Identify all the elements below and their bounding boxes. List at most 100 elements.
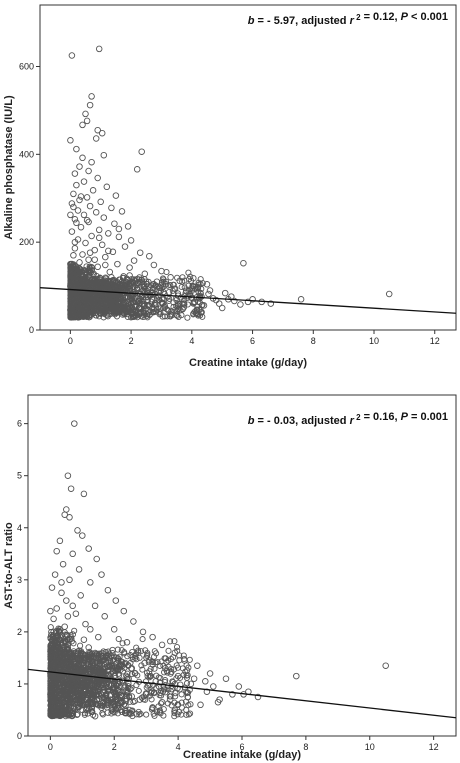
data-point — [135, 304, 142, 312]
data-point — [109, 646, 116, 654]
data-point — [199, 280, 206, 287]
data-point — [113, 654, 120, 661]
x-tick-label: 12 — [429, 742, 439, 752]
data-point — [235, 683, 243, 690]
data-point — [69, 550, 76, 558]
data-point — [103, 700, 110, 707]
data-point — [68, 52, 76, 59]
data-point — [112, 192, 120, 199]
x-tick-label: 0 — [48, 742, 53, 752]
data-point — [82, 110, 89, 118]
data-point — [47, 693, 54, 700]
annotation-p-value: = 0.001 — [408, 411, 448, 423]
data-point — [385, 290, 393, 298]
data-point — [88, 708, 95, 715]
data-point — [119, 640, 126, 647]
y-tick-label: 200 — [19, 237, 34, 247]
data-point — [69, 631, 76, 638]
data-point — [47, 624, 54, 631]
data-point — [157, 700, 165, 707]
data-point — [182, 287, 190, 294]
data-point — [171, 638, 178, 645]
data-point — [76, 259, 83, 266]
data-point — [79, 667, 86, 674]
data-point — [122, 706, 129, 714]
data-point — [267, 300, 275, 307]
data-point — [126, 698, 133, 705]
data-point — [55, 681, 62, 688]
data-point — [160, 682, 167, 690]
scatter-panel-1: 0 2 4 6 8 10 12 0 200 400 600 b = - 5.97, adjusted … — [3, 4, 457, 369]
data-point — [73, 219, 80, 227]
data-point — [61, 623, 68, 630]
data-point — [50, 628, 57, 636]
data-point — [81, 651, 88, 658]
data-point — [67, 659, 74, 666]
y-tick-label: 4 — [17, 523, 22, 533]
data-point — [51, 680, 59, 688]
data-point — [108, 204, 115, 212]
data-point — [169, 679, 177, 686]
data-point — [53, 711, 60, 719]
y-tick-label: 1 — [17, 679, 22, 689]
data-point — [66, 576, 73, 584]
data-point — [71, 420, 78, 427]
x-tick-label: 6 — [250, 336, 255, 346]
data-point — [183, 674, 190, 681]
data-point — [98, 667, 105, 675]
data-point — [176, 657, 183, 664]
data-point — [155, 674, 162, 681]
x-tick-label: 2 — [112, 742, 117, 752]
data-point — [79, 121, 86, 129]
data-point — [70, 190, 77, 198]
data-point — [85, 218, 92, 226]
data-point — [67, 260, 74, 268]
data-point — [174, 672, 182, 680]
data-point — [107, 696, 114, 703]
data-point — [129, 648, 136, 656]
data-point — [48, 652, 56, 659]
data-point — [121, 300, 128, 307]
data-point — [173, 675, 180, 682]
data-point — [110, 626, 118, 633]
data-point — [59, 706, 67, 714]
data-point — [172, 693, 179, 700]
data-point — [126, 711, 133, 718]
data-point — [47, 670, 54, 677]
data-point — [161, 303, 168, 311]
data-point — [77, 649, 84, 656]
data-point — [135, 708, 142, 715]
data-point — [112, 279, 120, 286]
data-point — [50, 615, 57, 623]
data-point — [191, 298, 199, 306]
data-point — [58, 665, 65, 672]
data-point — [48, 712, 55, 719]
x-tick-label: 6 — [239, 742, 244, 752]
data-point — [115, 635, 122, 643]
data-point — [184, 693, 191, 701]
data-point — [125, 675, 132, 682]
data-point — [83, 117, 91, 125]
data-point — [197, 309, 205, 316]
data-point — [69, 602, 76, 610]
data-point — [150, 261, 158, 269]
y-axis-title: Alkaline phosphatase (IU/L) — [3, 95, 15, 240]
data-point — [153, 278, 161, 285]
y-tick-label: 400 — [19, 149, 34, 159]
data-point — [113, 665, 120, 672]
data-point — [214, 698, 222, 706]
data-point — [51, 571, 59, 578]
data-point — [85, 167, 92, 175]
data-point — [95, 654, 102, 661]
data-point — [73, 665, 80, 672]
data-point — [297, 296, 305, 303]
data-point — [118, 208, 126, 215]
data-point — [96, 678, 104, 685]
data-point — [53, 605, 60, 612]
data-point — [161, 313, 168, 320]
data-point — [79, 304, 86, 312]
data-point — [94, 276, 101, 283]
data-point — [81, 711, 88, 718]
data-point — [79, 532, 86, 539]
